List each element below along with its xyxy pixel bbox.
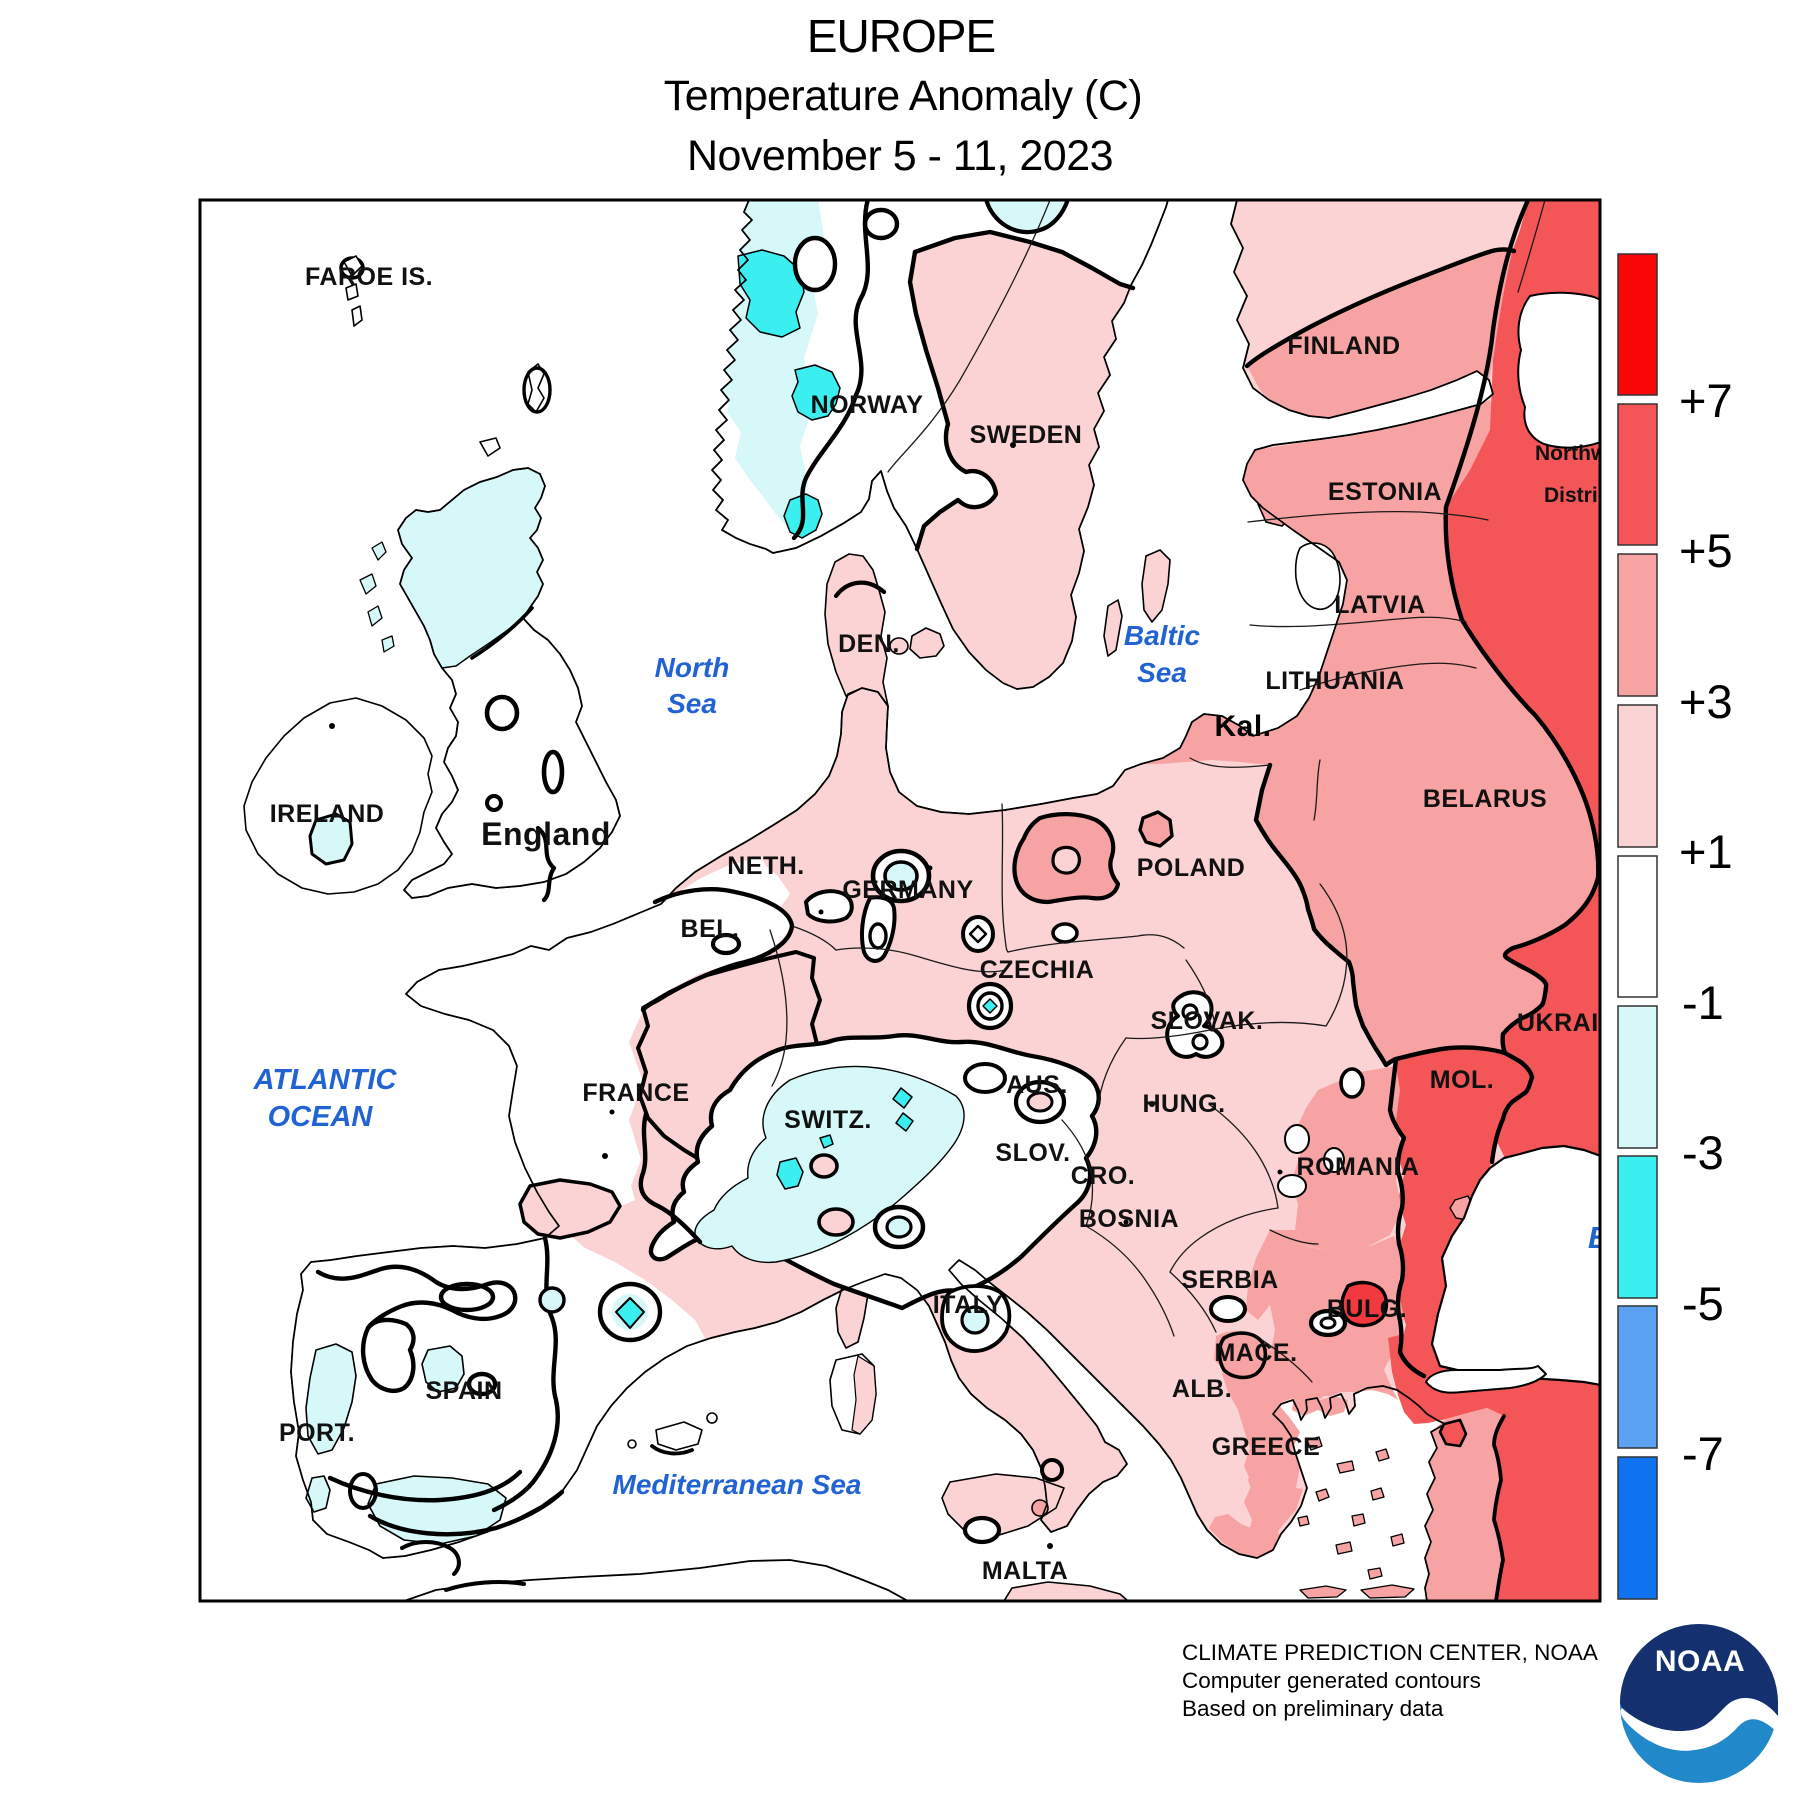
svg-text:+3: +3 — [1679, 675, 1733, 728]
svg-text:DEN.: DEN. — [838, 630, 900, 658]
svg-text:+1: +1 — [1679, 825, 1733, 878]
svg-text:SPAIN: SPAIN — [425, 1377, 502, 1405]
svg-text:-5: -5 — [1682, 1277, 1724, 1330]
svg-text:Mediterranean Sea: Mediterranean Sea — [613, 1469, 862, 1500]
svg-text:GREECE: GREECE — [1212, 1433, 1321, 1461]
svg-text:UKRAINE: UKRAINE — [1517, 1009, 1634, 1037]
svg-text:PORT.: PORT. — [279, 1419, 355, 1447]
svg-text:Kal.: Kal. — [1214, 710, 1271, 743]
svg-text:FINLAND: FINLAND — [1287, 332, 1400, 360]
svg-text:Northwest: Northwest — [1535, 442, 1638, 465]
svg-text:OCEAN: OCEAN — [268, 1101, 374, 1133]
svg-text:IRELAND: IRELAND — [270, 800, 385, 828]
svg-text:Computer generated contours: Computer generated contours — [1182, 1668, 1481, 1693]
svg-text:NORWAY: NORWAY — [811, 391, 924, 419]
svg-text:HUNG.: HUNG. — [1142, 1090, 1225, 1118]
svg-text:+5: +5 — [1679, 524, 1733, 577]
svg-text:SLOV.: SLOV. — [995, 1139, 1070, 1167]
svg-text:CLIMATE PREDICTION CENTER, NOA: CLIMATE PREDICTION CENTER, NOAA — [1182, 1640, 1598, 1665]
svg-text:ESTONIA: ESTONIA — [1328, 478, 1442, 506]
svg-text:North: North — [655, 652, 730, 683]
svg-text:Sea: Sea — [667, 688, 717, 719]
svg-text:ATLANTIC: ATLANTIC — [253, 1064, 398, 1096]
svg-text:EUROPE: EUROPE — [807, 10, 995, 62]
svg-text:District: District — [1544, 484, 1616, 507]
svg-text:SWITZ.: SWITZ. — [784, 1106, 872, 1134]
svg-text:Baltic: Baltic — [1124, 620, 1201, 651]
svg-text:November 5 - 11, 2023: November 5 - 11, 2023 — [687, 132, 1113, 180]
svg-text:ROMANIA: ROMANIA — [1297, 1153, 1420, 1181]
svg-text:Black: Black — [1588, 1220, 1672, 1255]
svg-text:GERMANY: GERMANY — [842, 876, 973, 904]
svg-text:CZECHIA: CZECHIA — [980, 956, 1095, 984]
svg-text:SWEDEN: SWEDEN — [970, 421, 1083, 449]
svg-text:Sea: Sea — [1137, 657, 1187, 688]
svg-text:ITALY: ITALY — [933, 1291, 1004, 1319]
svg-text:BELARUS: BELARUS — [1423, 785, 1547, 813]
svg-text:Temperature Anomaly (C): Temperature Anomaly (C) — [664, 72, 1142, 120]
svg-text:-3: -3 — [1682, 1126, 1724, 1179]
svg-text:POLAND: POLAND — [1137, 854, 1246, 882]
svg-text:NOAA: NOAA — [1655, 1645, 1745, 1678]
svg-text:SERBIA: SERBIA — [1181, 1266, 1278, 1294]
svg-text:FAROE IS.: FAROE IS. — [305, 263, 433, 291]
svg-text:-7: -7 — [1682, 1427, 1724, 1480]
svg-text:BOSNIA: BOSNIA — [1079, 1205, 1179, 1233]
svg-text:SLOVAK.: SLOVAK. — [1151, 1007, 1264, 1035]
svg-text:LATVIA: LATVIA — [1334, 591, 1425, 619]
svg-text:FRANCE: FRANCE — [582, 1079, 689, 1107]
svg-text:ALB.: ALB. — [1172, 1375, 1232, 1403]
svg-text:AUS.: AUS. — [1006, 1071, 1068, 1099]
svg-text:BEL.: BEL. — [681, 915, 740, 943]
svg-text:BULG.: BULG. — [1327, 1295, 1407, 1323]
svg-text:CRO.: CRO. — [1071, 1162, 1136, 1190]
svg-text:Based on preliminary data: Based on preliminary data — [1182, 1696, 1444, 1721]
svg-text:NETH.: NETH. — [727, 852, 805, 880]
svg-text:MALTA: MALTA — [982, 1557, 1068, 1585]
svg-text:MACE.: MACE. — [1214, 1339, 1297, 1367]
svg-text:+7: +7 — [1679, 374, 1733, 427]
svg-text:LITHUANIA: LITHUANIA — [1265, 667, 1404, 695]
svg-text:England: England — [481, 816, 611, 852]
svg-text:MOL.: MOL. — [1430, 1066, 1495, 1094]
svg-text:-1: -1 — [1682, 976, 1724, 1029]
